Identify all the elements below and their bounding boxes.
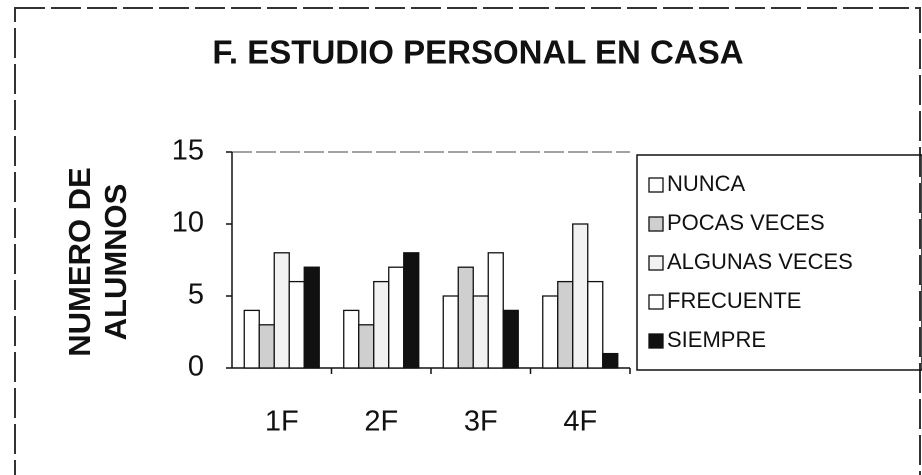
legend-label: POCAS VECES [667,210,825,235]
y-tick-label: 10 [172,207,204,239]
bar [388,266,405,369]
bar [587,280,604,369]
bar [502,309,519,369]
bar [243,309,260,369]
bar [472,295,489,369]
legend-swatch [648,333,664,349]
legend-label: NUNCA [667,171,746,196]
bar [343,309,360,369]
bar [487,252,504,369]
bar [557,280,574,369]
chart-title: F. ESTUDIO PERSONAL EN CASA [212,34,743,71]
y-axis-label: ALUMNOS [98,184,133,341]
legend-label: FRECUENTE [667,288,801,313]
bar [542,295,559,369]
bar [288,280,305,369]
bar [373,280,390,369]
y-axis-label: NUMERO DE [62,167,97,356]
bar [358,324,375,369]
y-tick-label: 15 [172,135,204,167]
legend-box [636,154,922,371]
legend-swatch [648,255,664,271]
bar [457,266,474,369]
y-tick-label: 5 [188,279,204,311]
bar [572,223,589,369]
bar [442,295,459,369]
bar [273,252,290,369]
legend-swatch [648,294,664,310]
x-tick-label: 1F [265,406,299,438]
bar [602,352,619,369]
bar [258,324,275,369]
y-tick-label: 0 [188,351,204,383]
chart-frame [14,7,921,475]
legend-label: SIEMPRE [667,327,766,352]
legend-swatch [648,216,664,232]
bar [403,252,420,369]
x-tick-label: 2F [364,406,398,438]
legend-swatch [648,177,664,193]
x-tick-label: 3F [464,406,498,438]
bar [303,266,320,369]
x-tick-label: 4F [563,406,597,438]
legend-label: ALGUNAS VECES [667,249,853,274]
